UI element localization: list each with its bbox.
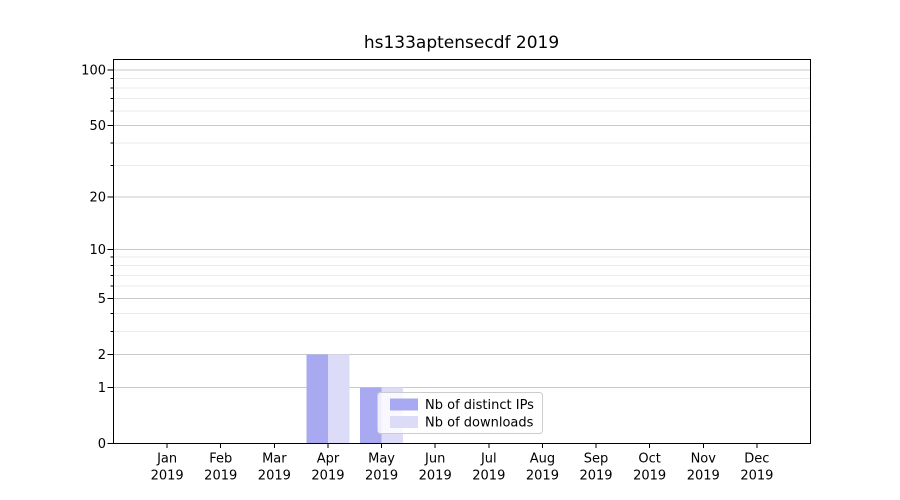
y-tick-label: 0 <box>98 437 106 452</box>
x-tick-label: Jul 2019 <box>472 452 505 484</box>
x-tick-label: Aug 2019 <box>526 452 559 484</box>
legend: Nb of distinct IPs Nb of downloads <box>377 392 543 434</box>
y-tick-label: 20 <box>89 191 106 206</box>
x-tick-label: Sep 2019 <box>579 452 612 484</box>
bar-ips-may <box>360 387 382 444</box>
legend-box <box>377 392 543 434</box>
x-tick-label: Jan 2019 <box>151 452 184 484</box>
y-tick-label: 50 <box>89 119 106 134</box>
y-tick-label: 1 <box>98 381 106 396</box>
y-tick-label: 5 <box>98 292 106 307</box>
legend-swatch <box>390 398 418 411</box>
x-tick-label: May 2019 <box>365 452 398 484</box>
legend-label: Nb of downloads <box>425 416 534 431</box>
x-tick-label: Apr 2019 <box>311 452 344 484</box>
y-axis: 0 1 2 5 10 20 50 100 <box>81 64 114 452</box>
x-tick-label: Nov 2019 <box>687 452 720 484</box>
y-tick-label: 2 <box>98 348 106 363</box>
chart-title: hs133aptensecdf 2019 <box>363 33 560 53</box>
y-tick-label: 10 <box>89 243 106 258</box>
legend-label: Nb of distinct IPs <box>425 398 534 413</box>
y-gridlines <box>113 69 811 388</box>
x-tick-label: Oct 2019 <box>633 452 666 484</box>
bar-ips-apr <box>306 354 328 444</box>
x-tick-label: Mar 2019 <box>258 452 291 484</box>
x-tick-label: Feb 2019 <box>204 452 237 484</box>
legend-swatch <box>390 416 418 428</box>
axes-box <box>113 59 811 444</box>
x-tick-label: Dec 2019 <box>740 452 773 484</box>
y-tick-label: 100 <box>81 64 106 79</box>
bar-downloads-apr <box>327 354 350 444</box>
x-tick-label: Jun 2019 <box>419 452 452 484</box>
x-axis: Jan 2019 Feb 2019 Mar 2019 Apr 2019 May 2019 Jun 20… <box>151 443 773 484</box>
